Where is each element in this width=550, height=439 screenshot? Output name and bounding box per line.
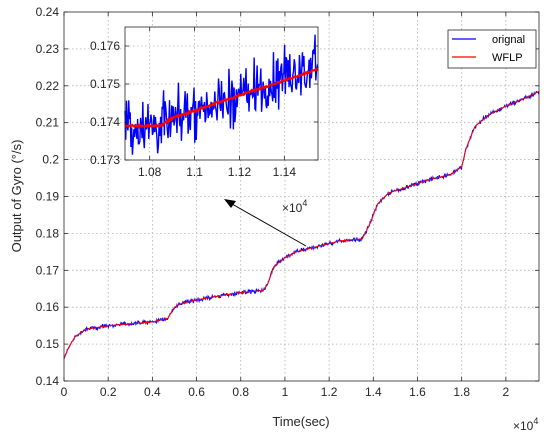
inset-series-wflp xyxy=(124,67,319,130)
main-y-tick-label-3: 0.17 xyxy=(36,263,60,277)
main-x-tick-label-3: 0.6 xyxy=(188,385,205,399)
zoom-arrow xyxy=(224,199,307,247)
main-x-tick-label-1: 0.2 xyxy=(100,385,117,399)
main-x-tick-label-0: 0 xyxy=(61,385,68,399)
legend: orignal WFLP xyxy=(447,29,537,69)
main-series-orignal xyxy=(63,90,540,359)
main-y-tick-label-0: 0.14 xyxy=(36,374,60,388)
main-x-tick-label-5: 1 xyxy=(282,385,289,399)
inset-x-tick-label-1: 1.1 xyxy=(186,165,203,179)
main-x-tick-label-10: 2 xyxy=(503,385,510,399)
main-x-tick-label-9: 1.8 xyxy=(453,385,470,399)
inset-series-orignal xyxy=(124,34,319,155)
y-axis-label: Output of Gyro (°/s) xyxy=(9,140,24,253)
inset-ticks: 1.08 1.1 1.12 1.14 0.173 0.174 0.175 0.176 xyxy=(90,27,318,179)
inset-y-tick-label-1: 0.174 xyxy=(90,115,120,129)
inset-x-tick-label-3: 1.14 xyxy=(273,165,297,179)
main-y-tick-label-7: 0.21 xyxy=(36,116,60,130)
inset-x-tick-label-0: 1.08 xyxy=(138,165,162,179)
main-y-tick-label-10: 0.24 xyxy=(36,5,60,19)
inset-x-multiplier-label: ×104 xyxy=(282,198,307,215)
legend-box xyxy=(447,29,537,69)
main-y-tick-label-8: 0.22 xyxy=(36,79,60,93)
x-axis-label: Time(sec) xyxy=(272,414,329,429)
legend-label-orignal: orignal xyxy=(492,34,525,46)
main-series-wflp xyxy=(63,90,540,359)
main-x-tick-label-7: 1.4 xyxy=(365,385,382,399)
inset-y-tick-label-2: 0.175 xyxy=(90,77,120,91)
inset-y-tick-label-0: 0.173 xyxy=(90,153,120,167)
inset-axes-box xyxy=(124,26,319,161)
inset-series xyxy=(124,34,319,155)
main-y-tick-label-6: 0.2 xyxy=(42,153,59,167)
main-x-tick-label-8: 1.6 xyxy=(409,385,426,399)
main-y-tick-label-5: 0.19 xyxy=(36,190,60,204)
main-y-tick-label-2: 0.16 xyxy=(36,300,60,314)
main-y-tick-label-4: 0.18 xyxy=(36,226,60,240)
main-y-tick-label-9: 0.23 xyxy=(36,42,60,56)
main-y-tick-label-1: 0.15 xyxy=(36,337,60,351)
main-series xyxy=(63,90,540,359)
main-x-tick-label-2: 0.4 xyxy=(144,385,161,399)
main-x-tick-label-6: 1.2 xyxy=(321,385,338,399)
main-x-tick-label-4: 0.8 xyxy=(232,385,249,399)
inset-x-tick-label-2: 1.12 xyxy=(228,165,252,179)
legend-label-wflp: WFLP xyxy=(492,52,523,64)
x-multiplier-label: ×104 xyxy=(513,416,538,433)
main-ticks: 0 0.2 0.4 0.6 0.8 1 1.2 1.4 1.6 1.8 2 0.14 0.15 0.16 0… xyxy=(36,5,539,399)
inset-plot: 1.08 1.1 1.12 1.14 0.173 0.174 0.175 0.176 ×104 xyxy=(90,26,319,215)
inset-y-tick-label-3: 0.176 xyxy=(90,39,120,53)
